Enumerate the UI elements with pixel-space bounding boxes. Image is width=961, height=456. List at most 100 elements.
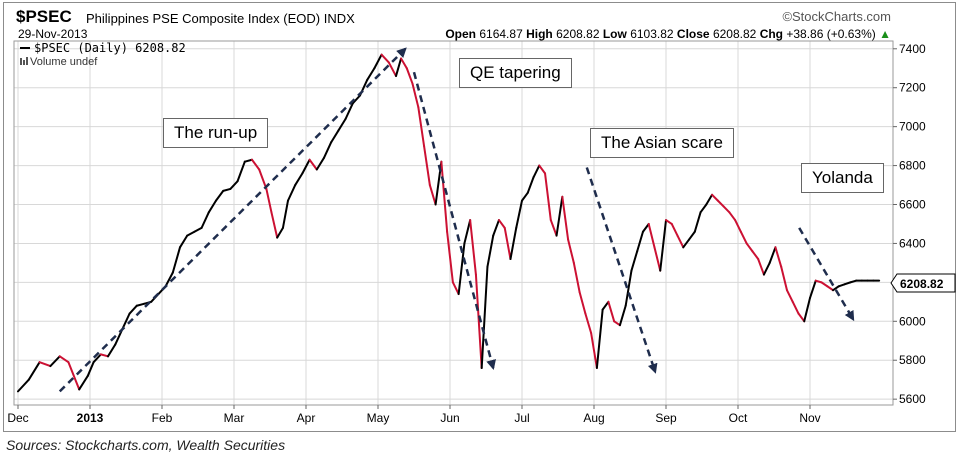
price-segment [567,238,575,264]
price-segment [351,94,361,105]
price-segment [791,300,800,315]
price-segment [711,193,719,202]
price-segment [590,331,598,370]
price-segment [366,67,376,81]
chart-legend: $PSEC (Daily) 6208.82 Volume undef [20,41,186,68]
y-tick-label: 7400 [899,42,926,56]
trend-arrow [412,71,496,370]
price-segment [222,187,232,192]
price-segment [411,82,420,109]
price-segment [417,106,426,148]
price-segment [243,158,253,163]
price-segment [128,304,138,315]
high-label: High [526,27,553,41]
price-segment [647,222,656,249]
price-segment [826,285,835,292]
price-segment [601,300,610,311]
open-label: Open [445,27,477,41]
price-segment [344,102,354,120]
price-segment [780,265,788,292]
price-segment [820,281,829,288]
price-segment [265,187,273,214]
y-tick-label: 6400 [899,236,926,250]
price-segment [373,53,383,70]
x-tick-label: 2013 [77,411,104,425]
x-tick-label: Oct [729,411,748,425]
price-segment [641,222,650,233]
price-segment [67,361,81,391]
price-segment [179,234,189,249]
price-segment [665,219,673,225]
price-segment [595,308,604,370]
price-segment [699,203,708,214]
y-tick-label: 6600 [899,198,926,212]
price-segment [207,199,217,214]
x-tick-label: Aug [583,411,604,425]
price-segment [705,193,714,206]
price-segment [774,246,783,268]
x-tick-label: Mar [224,411,245,425]
price-segment [446,230,454,284]
price-segment [492,219,500,237]
price-segment [544,172,552,222]
price-segment [301,158,311,175]
price-segment [745,242,754,253]
price-segment [380,53,390,64]
price-segment [762,261,771,276]
price-segment [509,226,518,261]
price-segment [92,353,102,364]
volume-bars-icon [20,57,28,65]
y-tick-label: 6800 [899,159,926,173]
price-segment [308,158,318,171]
price-segment [809,279,817,299]
price-segment [653,246,662,272]
price-segment [121,312,131,331]
source-note: Sources: Stockcharts.com, Wealth Securit… [6,437,286,453]
annotation-yolanda: Yolanda [801,163,884,193]
price-segment [497,219,506,229]
x-tick-label: Sep [655,411,677,425]
price-segment [549,219,558,237]
price-segment [618,304,627,327]
price-segment [395,57,403,78]
price-segment [682,238,691,249]
price-segment [670,222,679,237]
price-segment [457,242,466,296]
price-segment [607,300,616,323]
price-segment [693,211,702,233]
low-value: 6103.82 [630,27,674,41]
price-segment [287,184,297,202]
y-tick-label: 5800 [899,353,926,367]
price-segment [486,234,495,268]
price-segment [423,145,431,187]
price-segment [469,219,477,276]
y-tick-label: 5600 [899,392,926,406]
close-label: Close [676,27,710,41]
price-segment [716,199,725,208]
price-segment [186,230,196,237]
open-value: 6164.87 [479,27,523,41]
price-segment [785,289,794,303]
price-segment [814,279,823,284]
x-tick-label: Feb [152,411,173,425]
price-segment [624,269,633,307]
price-segment [99,353,109,358]
price-segment [676,234,685,249]
price-segment [659,219,667,272]
price-segment [843,281,852,286]
price-segment [400,57,408,70]
price-segment [164,271,174,288]
price-segment [387,61,397,78]
exchange-label: INDX [323,11,355,26]
trend-arrow [798,227,855,322]
price-segment [463,219,472,245]
price-segment [739,230,748,245]
price-segment [722,205,731,214]
price-segment [532,164,541,179]
last-value-marker: 6208.82 [890,273,956,293]
price-segment [832,285,840,292]
price-segment [193,226,203,233]
price-segment [236,160,246,183]
price-segment [561,195,570,241]
